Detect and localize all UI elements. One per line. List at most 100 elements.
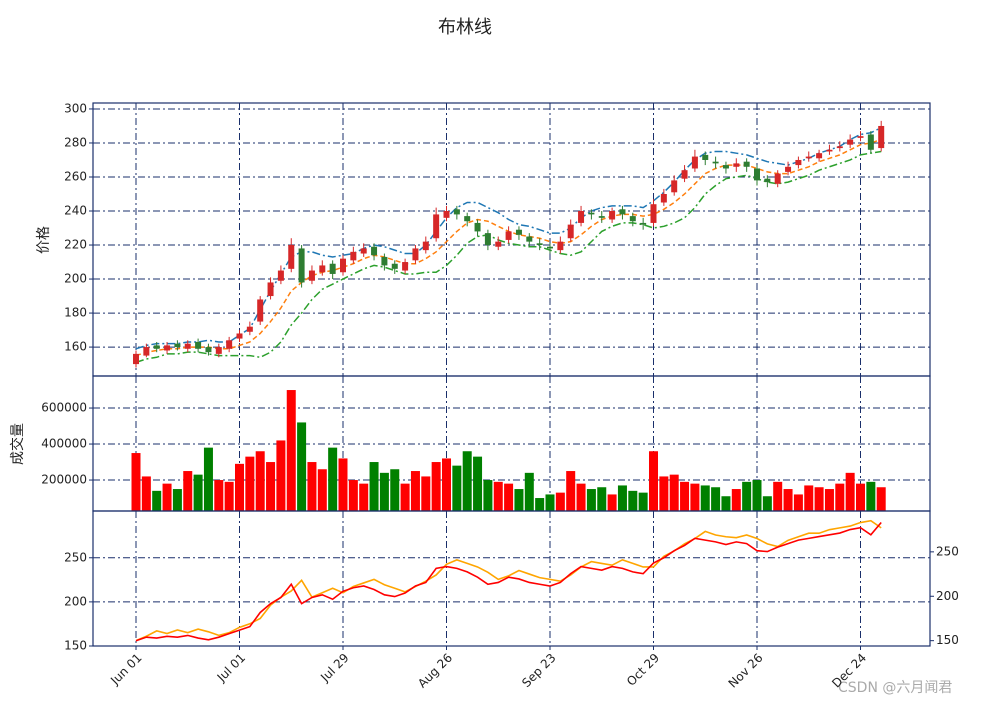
volume-bar <box>193 474 203 511</box>
candle-body <box>609 211 616 220</box>
y-tick-label: 200 <box>64 272 87 286</box>
volume-bar <box>328 447 338 511</box>
line <box>135 521 882 642</box>
volume-bar <box>783 489 793 511</box>
x-tick-label: Jul 01 <box>214 651 248 685</box>
volume-bar <box>483 480 493 511</box>
candle-body <box>878 125 885 149</box>
x-tick-label: Jul 29 <box>317 651 351 685</box>
y2-tick-label: 150 <box>936 633 959 647</box>
volume-bar <box>286 390 296 511</box>
candle-body <box>588 212 595 215</box>
candle-body <box>402 262 409 271</box>
volume-bar <box>742 481 752 511</box>
candle-body <box>422 241 429 251</box>
volume-bar <box>172 489 182 511</box>
candle-body <box>629 216 636 222</box>
x-tick-label: Jun 01 <box>107 651 144 688</box>
candle-body <box>743 161 750 167</box>
candle-body <box>184 343 191 349</box>
volume-bar <box>452 465 462 511</box>
volume-bar <box>131 453 141 511</box>
volume-bar <box>680 481 690 511</box>
volume-bar <box>659 476 669 511</box>
candle-body <box>681 170 688 179</box>
candle-body <box>308 270 315 281</box>
candle-body <box>350 251 357 261</box>
candle-body <box>515 229 522 235</box>
volume-bar <box>773 481 783 511</box>
volume-bar <box>700 485 710 511</box>
candle-body <box>464 216 471 222</box>
candle-body <box>267 282 274 297</box>
y-tick-label: 400000 <box>41 437 87 451</box>
candle-body <box>598 216 605 218</box>
volume-bar <box>762 496 772 511</box>
y-tick-label: 160 <box>64 340 87 354</box>
volume-bar <box>866 481 876 511</box>
volume-bar <box>224 481 234 511</box>
volume-bar <box>255 451 265 511</box>
watermark: CSDN @六月闻君 <box>838 680 952 696</box>
candle-body <box>360 248 367 254</box>
volume-bar <box>597 487 607 511</box>
volume-bar <box>793 494 803 511</box>
candle-body <box>578 211 585 223</box>
volume-bar <box>555 492 565 511</box>
candle-body <box>246 326 253 332</box>
volume-bar <box>400 483 410 511</box>
candle-body <box>650 204 657 223</box>
candle-body <box>143 347 150 356</box>
y-tick-label: 250 <box>64 550 87 564</box>
volume-bar <box>379 472 389 511</box>
volume-bar <box>721 496 731 511</box>
volume-bar <box>845 472 855 511</box>
volume-bar <box>369 462 379 511</box>
volume-bar <box>473 456 483 511</box>
volume-bar <box>669 474 679 511</box>
volume-bar <box>576 483 586 511</box>
volume-bar <box>711 487 721 511</box>
candle-body <box>453 209 460 215</box>
candle-body <box>133 353 139 365</box>
volume-bar <box>214 480 224 511</box>
x-tick-label: Oct 29 <box>624 651 662 689</box>
volume-bar <box>504 483 514 511</box>
candle-body <box>288 245 295 269</box>
volume-bar <box>545 494 555 511</box>
candle-body <box>371 246 378 256</box>
candle-body <box>702 154 709 160</box>
candle-body <box>847 139 854 145</box>
candle-body <box>660 194 667 203</box>
candle-body <box>236 333 243 339</box>
candle-body <box>443 211 450 218</box>
candle-body <box>547 246 553 249</box>
x-tick-label: Sep 23 <box>519 651 558 690</box>
y-tick-label: 200000 <box>41 473 87 487</box>
candle-body <box>557 241 564 251</box>
candle-body <box>174 343 181 348</box>
candle-body <box>257 299 264 322</box>
candle-body <box>277 270 284 281</box>
volume-bar <box>152 490 162 511</box>
y-tick-label: 600000 <box>41 401 87 415</box>
volume-bar <box>183 471 193 511</box>
volume-bar <box>390 469 400 511</box>
candle-body <box>836 146 843 149</box>
y-tick-label: 150 <box>64 639 87 653</box>
volume-bar <box>266 462 276 511</box>
y-tick-label: 200 <box>64 594 87 608</box>
volume-bar <box>410 471 420 511</box>
volume-bar <box>876 487 886 511</box>
y-tick-label: 300 <box>64 101 87 115</box>
volume-bar <box>804 485 814 511</box>
y-tick-label: 260 <box>64 169 87 183</box>
candle-body <box>754 168 760 181</box>
volume-bar <box>690 483 700 511</box>
candle-body <box>340 258 346 273</box>
y-tick-label: 240 <box>64 204 87 218</box>
volume-bar <box>317 469 327 511</box>
y-tick-label: 180 <box>64 306 87 320</box>
volume-bar <box>814 487 824 511</box>
